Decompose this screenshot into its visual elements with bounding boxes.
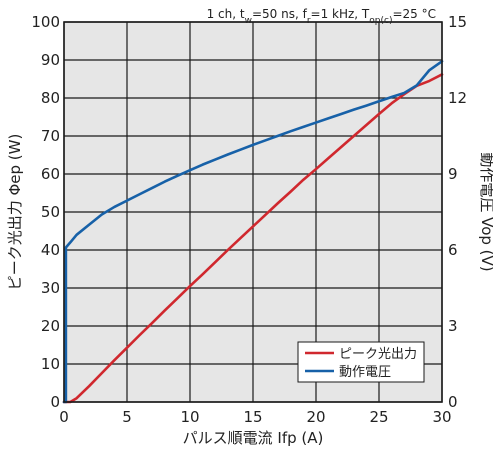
- y-right-tick-label-0: 0: [448, 393, 458, 411]
- y-left-tick-label-2: 20: [41, 317, 60, 335]
- series-layer: [62, 59, 444, 404]
- y-axis-right-title: 動作電圧 Vop (V): [478, 152, 493, 271]
- x-axis-title: パルス順電流 Ifp (A): [183, 429, 324, 447]
- x-tick-label-6: 30: [432, 408, 451, 426]
- legend-label-power: ピーク光出力: [339, 347, 417, 362]
- x-tick-label-0: 0: [59, 408, 69, 426]
- y-left-tick-label-5: 50: [41, 203, 60, 221]
- x-tick-label-4: 20: [306, 408, 325, 426]
- y-right-tick-label-4: 12: [448, 89, 467, 107]
- y-left-tick-label-0: 0: [50, 393, 60, 411]
- y-right-tick-label-1: 3: [448, 317, 458, 335]
- legend-label-voltage: 動作電圧: [339, 365, 391, 380]
- plot-frame: [63, 21, 443, 403]
- y-left-tick-label-7: 70: [41, 127, 60, 145]
- legend: ピーク光出力 動作電圧: [297, 341, 425, 383]
- x-tick-label-2: 10: [180, 408, 199, 426]
- x-tick-label-3: 15: [243, 408, 262, 426]
- series-line-1: [62, 59, 444, 404]
- y-left-tick-label-10: 100: [31, 13, 60, 31]
- y-right-tick-label-2: 6: [448, 241, 458, 259]
- y-left-tick-label-8: 80: [41, 89, 60, 107]
- legend-box: [297, 341, 425, 383]
- condition-label: 1 ch, tw=50 ns, fr=1 kHz, Top(c)=25 °C: [207, 7, 436, 26]
- y-left-tick-label-9: 90: [41, 51, 60, 69]
- y-left-tick-label-1: 10: [41, 355, 60, 373]
- x-tick-label-1: 5: [122, 408, 132, 426]
- y-left-tick-label-6: 60: [41, 165, 60, 183]
- x-tick-label-5: 25: [369, 408, 388, 426]
- series-line-0: [62, 73, 444, 404]
- y-right-tick-label-5: 15: [448, 13, 467, 31]
- y-axis-left-title: ピーク光出力 Φep (W): [6, 134, 24, 291]
- y-right-tick-label-3: 9: [448, 165, 458, 183]
- y-left-tick-label-4: 40: [41, 241, 60, 259]
- tick-labels: 0 5 10 15 20 25 300102030405060708090100036912…: [31, 13, 467, 426]
- y-left-tick-label-3: 30: [41, 279, 60, 297]
